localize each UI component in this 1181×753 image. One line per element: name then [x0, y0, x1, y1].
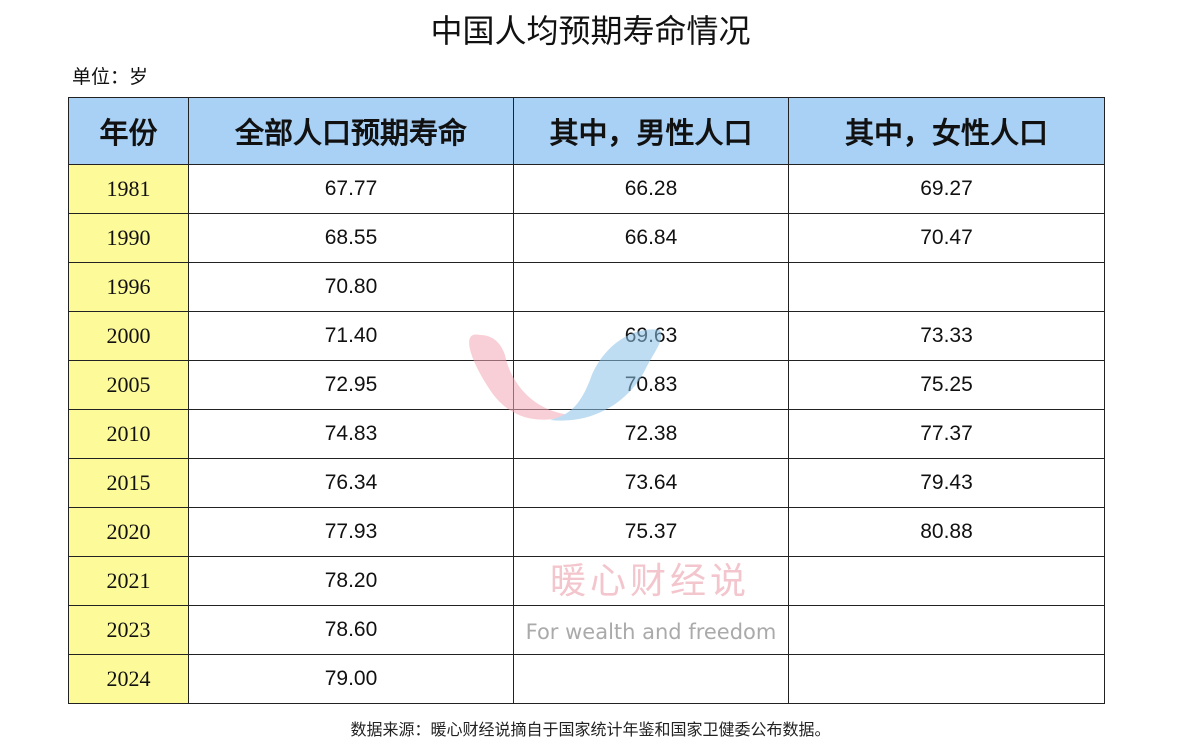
- value-cell: 68.55: [188, 213, 514, 263]
- year-cell: 2021: [68, 556, 189, 606]
- table-row: 2005 72.95 70.83 75.25: [68, 360, 1105, 410]
- value-cell: 70.47: [788, 213, 1105, 263]
- column-header: 全部人口预期寿命: [188, 97, 514, 165]
- value-cell: [788, 556, 1105, 606]
- year-cell: 2010: [68, 409, 189, 459]
- value-cell: 72.38: [513, 409, 789, 459]
- value-cell: 74.83: [188, 409, 514, 459]
- table-row: 1981 67.77 66.28 69.27: [68, 164, 1105, 214]
- value-cell: 69.63: [513, 311, 789, 361]
- year-cell: 2024: [68, 654, 189, 704]
- value-cell: 70.80: [188, 262, 514, 312]
- year-cell: 1996: [68, 262, 189, 312]
- value-cell: [788, 605, 1105, 655]
- table-row: 2020 77.93 75.37 80.88: [68, 507, 1105, 557]
- year-cell: 2023: [68, 605, 189, 655]
- table-row: 2023 78.60: [68, 605, 1105, 655]
- value-cell: 69.27: [788, 164, 1105, 214]
- column-header: 其中，女性人口: [788, 97, 1105, 165]
- header-row: 年份 全部人口预期寿命 其中，男性人口 其中，女性人口: [68, 97, 1105, 165]
- value-cell: 78.20: [188, 556, 514, 606]
- life-expectancy-table: 年份 全部人口预期寿命 其中，男性人口 其中，女性人口 1981 67.77 66.28 6…: [68, 97, 1105, 704]
- value-cell: 79.43: [788, 458, 1105, 508]
- value-cell: 71.40: [188, 311, 514, 361]
- value-cell: 78.60: [188, 605, 514, 655]
- year-cell: 2000: [68, 311, 189, 361]
- value-cell: 67.77: [188, 164, 514, 214]
- year-cell: 1981: [68, 164, 189, 214]
- value-cell: [513, 605, 789, 655]
- table-row: 2024 79.00: [68, 654, 1105, 704]
- value-cell: [788, 262, 1105, 312]
- value-cell: 73.64: [513, 458, 789, 508]
- year-cell: 2015: [68, 458, 189, 508]
- unit-label: 单位：岁: [72, 66, 149, 88]
- value-cell: 66.84: [513, 213, 789, 263]
- value-cell: [788, 654, 1105, 704]
- value-cell: 70.83: [513, 360, 789, 410]
- value-cell: [513, 262, 789, 312]
- value-cell: [513, 556, 789, 606]
- value-cell: 72.95: [188, 360, 514, 410]
- table-row: 2021 78.20: [68, 556, 1105, 606]
- value-cell: 77.37: [788, 409, 1105, 459]
- table-row: 2000 71.40 69.63 73.33: [68, 311, 1105, 361]
- value-cell: 77.93: [188, 507, 514, 557]
- table-body: 1981 67.77 66.28 69.27 1990 68.55 66.84 70.47 19…: [68, 164, 1105, 704]
- year-cell: 1990: [68, 213, 189, 263]
- table-row: 2015 76.34 73.64 79.43: [68, 458, 1105, 508]
- table-row: 1990 68.55 66.84 70.47: [68, 213, 1105, 263]
- table-row: 1996 70.80: [68, 262, 1105, 312]
- column-header: 其中，男性人口: [513, 97, 789, 165]
- value-cell: 75.25: [788, 360, 1105, 410]
- value-cell: 80.88: [788, 507, 1105, 557]
- source-note: 数据来源：暖心财经说摘自于国家统计年鉴和国家卫健委公布数据。: [350, 720, 831, 739]
- column-header: 年份: [68, 97, 189, 165]
- page-title: 中国人均预期寿命情况: [430, 12, 751, 50]
- year-cell: 2020: [68, 507, 189, 557]
- value-cell: [513, 654, 789, 704]
- value-cell: 73.33: [788, 311, 1105, 361]
- value-cell: 66.28: [513, 164, 789, 214]
- value-cell: 75.37: [513, 507, 789, 557]
- value-cell: 76.34: [188, 458, 514, 508]
- year-cell: 2005: [68, 360, 189, 410]
- value-cell: 79.00: [188, 654, 514, 704]
- table-row: 2010 74.83 72.38 77.37: [68, 409, 1105, 459]
